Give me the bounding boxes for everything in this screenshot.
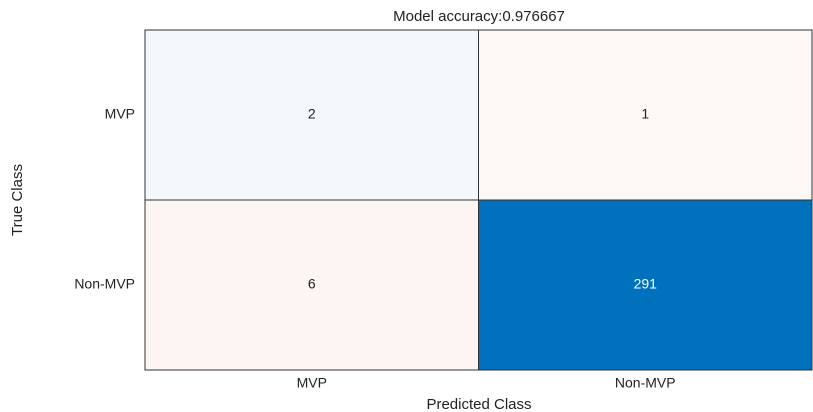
x-tick-label: Non-MVP (615, 375, 676, 391)
cell-value: 1 (641, 106, 649, 122)
cell-value: 6 (308, 276, 316, 292)
cell-value: 291 (634, 276, 658, 292)
y-axis-label: True Class (9, 164, 26, 236)
cell-value: 2 (308, 106, 316, 122)
cell (478, 29, 813, 201)
y-tick-label: MVP (105, 106, 135, 122)
x-axis-label: Predicted Class (426, 396, 531, 412)
cell (144, 29, 479, 201)
cell (144, 199, 479, 371)
cell (478, 199, 813, 371)
x-tick-label: MVP (297, 375, 327, 391)
chart-title: Model accuracy:0.976667 (393, 8, 565, 25)
y-tick-label: Non-MVP (74, 276, 135, 292)
